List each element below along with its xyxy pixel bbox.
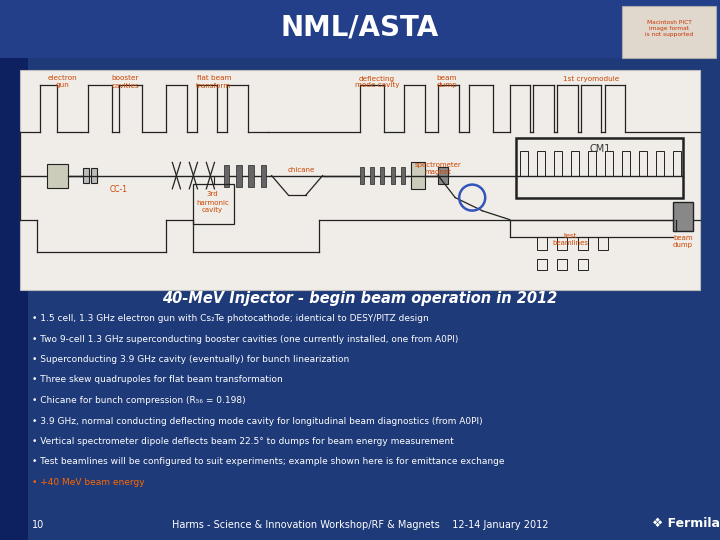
Text: • 1.5 cell, 1.3 GHz electron gun with Cs₂Te photocathode; identical to DESY/PITZ: • 1.5 cell, 1.3 GHz electron gun with Cs… bbox=[32, 314, 428, 323]
Text: electron
gun: electron gun bbox=[48, 76, 78, 89]
Bar bbox=[656, 151, 664, 176]
Text: 1st cryomodule: 1st cryomodule bbox=[563, 76, 619, 82]
Text: • Three skew quadrupoles for flat beam transformation: • Three skew quadrupoles for flat beam t… bbox=[32, 375, 283, 384]
Bar bbox=[537, 259, 547, 270]
Bar bbox=[411, 163, 425, 189]
Text: ❖ Fermilab: ❖ Fermilab bbox=[652, 517, 720, 530]
Bar bbox=[598, 237, 608, 251]
Text: • 3.9 GHz, normal conducting deflecting mode cavity for longitudinal beam diagno: • 3.9 GHz, normal conducting deflecting … bbox=[32, 416, 482, 426]
Text: harmonic
cavity: harmonic cavity bbox=[196, 200, 229, 213]
Text: 40-MeV Injector - begin beam operation in 2012: 40-MeV Injector - begin beam operation i… bbox=[163, 292, 557, 307]
Bar bbox=[554, 151, 562, 176]
Bar bbox=[360, 167, 364, 184]
Text: booster
cavities: booster cavities bbox=[112, 76, 139, 89]
Bar bbox=[84, 168, 89, 183]
Bar bbox=[248, 165, 254, 187]
Bar bbox=[639, 151, 647, 176]
Bar bbox=[236, 165, 242, 187]
Bar bbox=[672, 151, 681, 176]
Bar bbox=[401, 167, 405, 184]
Text: • Chicane for bunch compression (R₅₆ = 0.198): • Chicane for bunch compression (R₅₆ = 0… bbox=[32, 396, 246, 405]
Bar bbox=[48, 164, 68, 188]
Bar bbox=[0, 0, 720, 58]
Text: Harms - Science & Innovation Workshop/RF & Magnets    12-14 January 2012: Harms - Science & Innovation Workshop/RF… bbox=[172, 520, 548, 530]
Bar bbox=[557, 237, 567, 251]
Text: beam
dump: beam dump bbox=[436, 76, 457, 89]
Bar bbox=[577, 259, 588, 270]
Text: NML/ASTA: NML/ASTA bbox=[281, 14, 439, 42]
Text: 3rd: 3rd bbox=[207, 191, 218, 197]
Bar bbox=[194, 184, 234, 224]
Text: flat beam
transform: flat beam transform bbox=[196, 76, 231, 89]
Text: beam
dump: beam dump bbox=[673, 235, 693, 248]
Bar bbox=[588, 151, 596, 176]
Bar bbox=[91, 168, 96, 183]
Bar bbox=[391, 167, 395, 184]
Bar bbox=[20, 70, 700, 290]
Text: • +40 MeV beam energy: • +40 MeV beam energy bbox=[32, 478, 145, 487]
Bar bbox=[571, 151, 579, 176]
Bar bbox=[557, 259, 567, 270]
Text: Macintosh PICT
image format
is not supported: Macintosh PICT image format is not suppo… bbox=[645, 20, 693, 37]
Text: chicane: chicane bbox=[287, 167, 315, 173]
Bar bbox=[516, 138, 683, 198]
Bar bbox=[622, 6, 716, 58]
Bar bbox=[622, 151, 630, 176]
Text: • Superconducting 3.9 GHz cavity (eventually) for bunch linearization: • Superconducting 3.9 GHz cavity (eventu… bbox=[32, 355, 349, 364]
Text: test
beamlines: test beamlines bbox=[553, 233, 589, 246]
Bar bbox=[577, 237, 588, 251]
Bar bbox=[261, 165, 266, 187]
Bar bbox=[0, 0, 28, 540]
Text: CM1: CM1 bbox=[590, 144, 611, 154]
Text: • Vertical spectrometer dipole deflects beam 22.5° to dumps for beam energy meas: • Vertical spectrometer dipole deflects … bbox=[32, 437, 454, 446]
Bar bbox=[438, 167, 449, 184]
Bar bbox=[605, 151, 613, 176]
Text: • Test beamlines will be configured to suit experiments; example shown here is f: • Test beamlines will be configured to s… bbox=[32, 457, 505, 467]
Bar bbox=[537, 237, 547, 251]
Bar bbox=[520, 151, 528, 176]
Bar bbox=[224, 165, 230, 187]
Text: spectrometer
magnet: spectrometer magnet bbox=[415, 163, 462, 176]
Bar bbox=[672, 202, 693, 231]
Bar bbox=[380, 167, 384, 184]
Text: • Two 9-cell 1.3 GHz superconducting booster cavities (one currently installed, : • Two 9-cell 1.3 GHz superconducting boo… bbox=[32, 334, 459, 343]
Bar bbox=[370, 167, 374, 184]
Text: CC-1: CC-1 bbox=[109, 186, 127, 194]
Bar bbox=[537, 151, 545, 176]
Text: 10: 10 bbox=[32, 520, 44, 530]
Text: deflecting
mode cavity: deflecting mode cavity bbox=[355, 76, 400, 89]
